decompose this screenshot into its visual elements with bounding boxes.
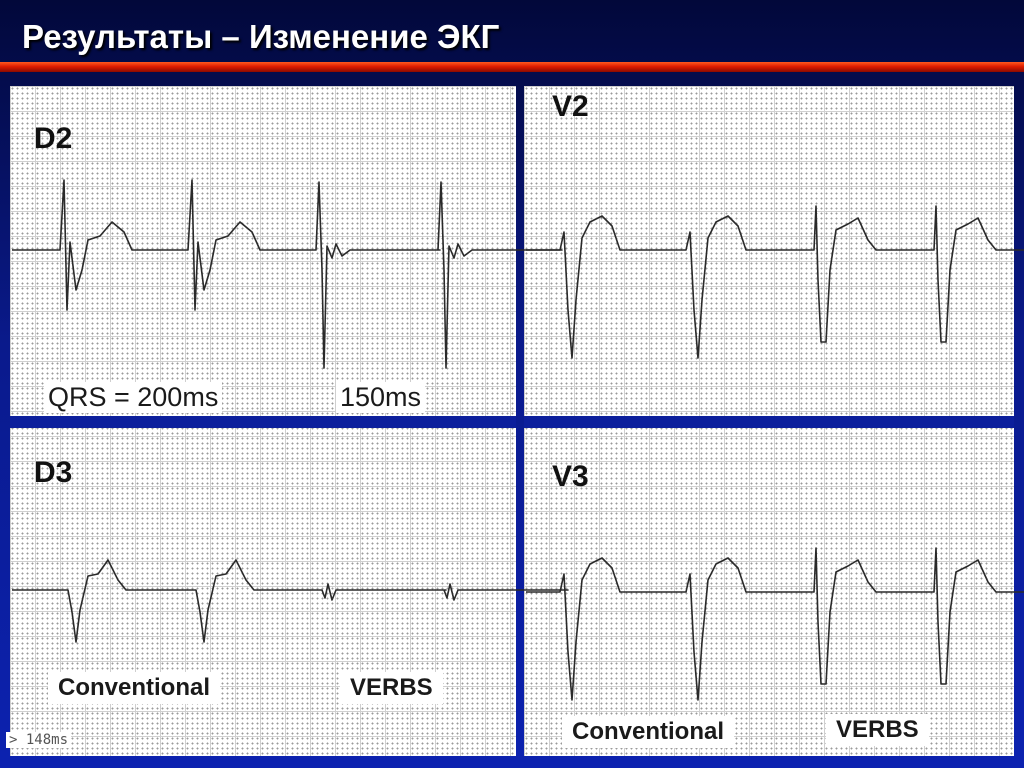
lead-label-v2: V2 <box>552 90 589 123</box>
caption-right-conventional: Conventional <box>562 716 735 748</box>
trace-d2 <box>12 179 563 369</box>
panel-divider-right <box>524 416 1014 428</box>
caption-right-verbs: VERBS <box>826 714 929 746</box>
qrs-verbs-measure: 150ms <box>336 382 426 413</box>
footer-scale-value: 148ms <box>25 732 69 748</box>
footer-scale-note: > 148ms <box>6 732 72 748</box>
lead-label-d2: D2 <box>34 122 73 155</box>
lead-label-v3: V3 <box>552 460 589 493</box>
panel-divider-left <box>10 416 516 428</box>
lead-label-d3: D3 <box>34 456 73 489</box>
trace-d3 <box>12 559 569 643</box>
caption-left-verbs: VERBS <box>340 672 443 704</box>
trace-v2 <box>526 205 1024 359</box>
trace-v3 <box>526 547 1024 701</box>
qrs-conventional-measure: QRS = 200ms <box>44 382 223 413</box>
slide-title: Результаты – Изменение ЭКГ <box>22 18 500 55</box>
title-rule <box>0 62 1024 72</box>
caption-left-conventional: Conventional <box>48 672 221 704</box>
